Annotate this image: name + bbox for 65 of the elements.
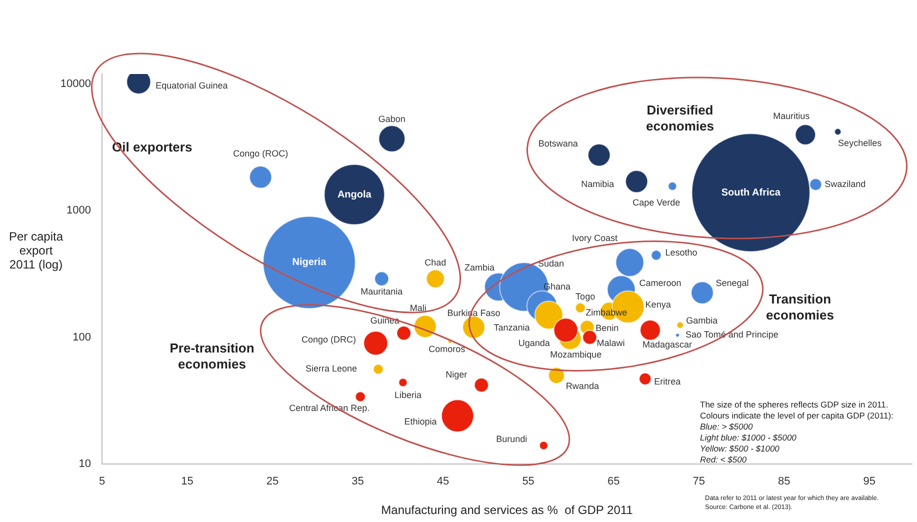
x-tick-label: 65 xyxy=(607,476,620,488)
annotation: Benin xyxy=(596,322,619,333)
annotation: The size of the spheres reflects GDP size in 2011. xyxy=(700,399,888,410)
annotation: Congo (DRC) xyxy=(301,334,356,345)
annotation: Namibia xyxy=(581,178,614,189)
x-tick-label: 45 xyxy=(436,476,450,488)
annotation: Chad xyxy=(424,257,446,268)
annotation: Togo xyxy=(576,291,596,302)
annotation: Gambia xyxy=(686,316,718,326)
annotation: Lesotho xyxy=(665,248,698,258)
annotation: Tanzania xyxy=(494,322,530,333)
x-tick-label: 55 xyxy=(522,476,534,488)
annotation: Yellow: $500 - $1000 xyxy=(700,443,780,454)
annotation: Kenya xyxy=(645,299,671,310)
annotation: Colours indicate the level of per capita GDP (2011): xyxy=(700,410,894,420)
y-tick-label: 100 xyxy=(72,331,91,344)
annotation: Ivory Coast xyxy=(572,232,618,243)
annotation: Ethiopia xyxy=(404,416,437,426)
annotation: Niger xyxy=(446,370,468,380)
x-tick-label: 95 xyxy=(863,476,876,488)
x-axis-title: Manufacturing and services as % of GDP 2011 xyxy=(381,503,634,518)
x-tick-label: 15 xyxy=(181,476,194,488)
annotation: Eritrea xyxy=(654,376,681,386)
annotation: Transition economies xyxy=(766,292,834,323)
y-tick-label: 10 xyxy=(78,458,91,470)
annotation: Senegal xyxy=(716,278,749,288)
annotation: Blue: > $5000 xyxy=(700,421,753,432)
annotation: Sudan xyxy=(538,258,564,268)
annotation: Red: < $500 xyxy=(700,454,747,464)
annotation: Congo (ROC) xyxy=(233,148,288,159)
annotation: Swaziland xyxy=(824,178,866,189)
x-tick-label: 75 xyxy=(692,476,705,488)
annotation: South Africa xyxy=(721,187,781,198)
annotation: Zambia xyxy=(464,262,494,272)
annotation: Malawi xyxy=(596,338,625,348)
annotation: Diversified economies xyxy=(646,102,714,134)
x-tick-label: 35 xyxy=(352,476,364,488)
annotation: Pre-transition economies xyxy=(170,340,254,372)
annotation: Comoros xyxy=(428,344,466,354)
annotation: Cameroon xyxy=(639,278,682,288)
annotation: Mali xyxy=(410,302,426,313)
x-tick-label: 25 xyxy=(266,476,279,488)
y-axis-title: Per capita export 2011 (log) xyxy=(8,229,64,272)
x-tick-label: 5 xyxy=(98,476,106,488)
y-tick-label: 10000 xyxy=(60,78,91,90)
annotation: Equatorial Guinea xyxy=(156,80,228,90)
annotation: Gabon xyxy=(378,114,406,124)
annotation: Liberia xyxy=(394,390,422,400)
annotation: Angola xyxy=(337,189,372,200)
annotation: Seychelles xyxy=(838,138,882,148)
annotation: Botswana xyxy=(538,138,578,149)
annotation: Sao Tomé and Principe xyxy=(686,330,778,340)
x-tick-label: 85 xyxy=(778,476,790,488)
annotation: Sierra Leone xyxy=(305,364,358,374)
annotation: Burundi xyxy=(496,434,528,444)
annotation: Mauritania xyxy=(360,286,403,296)
annotation: Mauritius xyxy=(773,111,810,122)
annotation: Rwanda xyxy=(566,380,599,391)
annotation: Mozambique xyxy=(550,350,602,360)
y-tick-label: 1000 xyxy=(66,204,91,217)
annotation: Cape Verde xyxy=(632,198,680,208)
annotation: Uganda xyxy=(518,338,550,348)
annotation: Madagascar xyxy=(642,340,692,350)
annotation: Light blue: $1000 - $5000 xyxy=(700,432,797,442)
annotation: Nigeria xyxy=(292,257,327,268)
